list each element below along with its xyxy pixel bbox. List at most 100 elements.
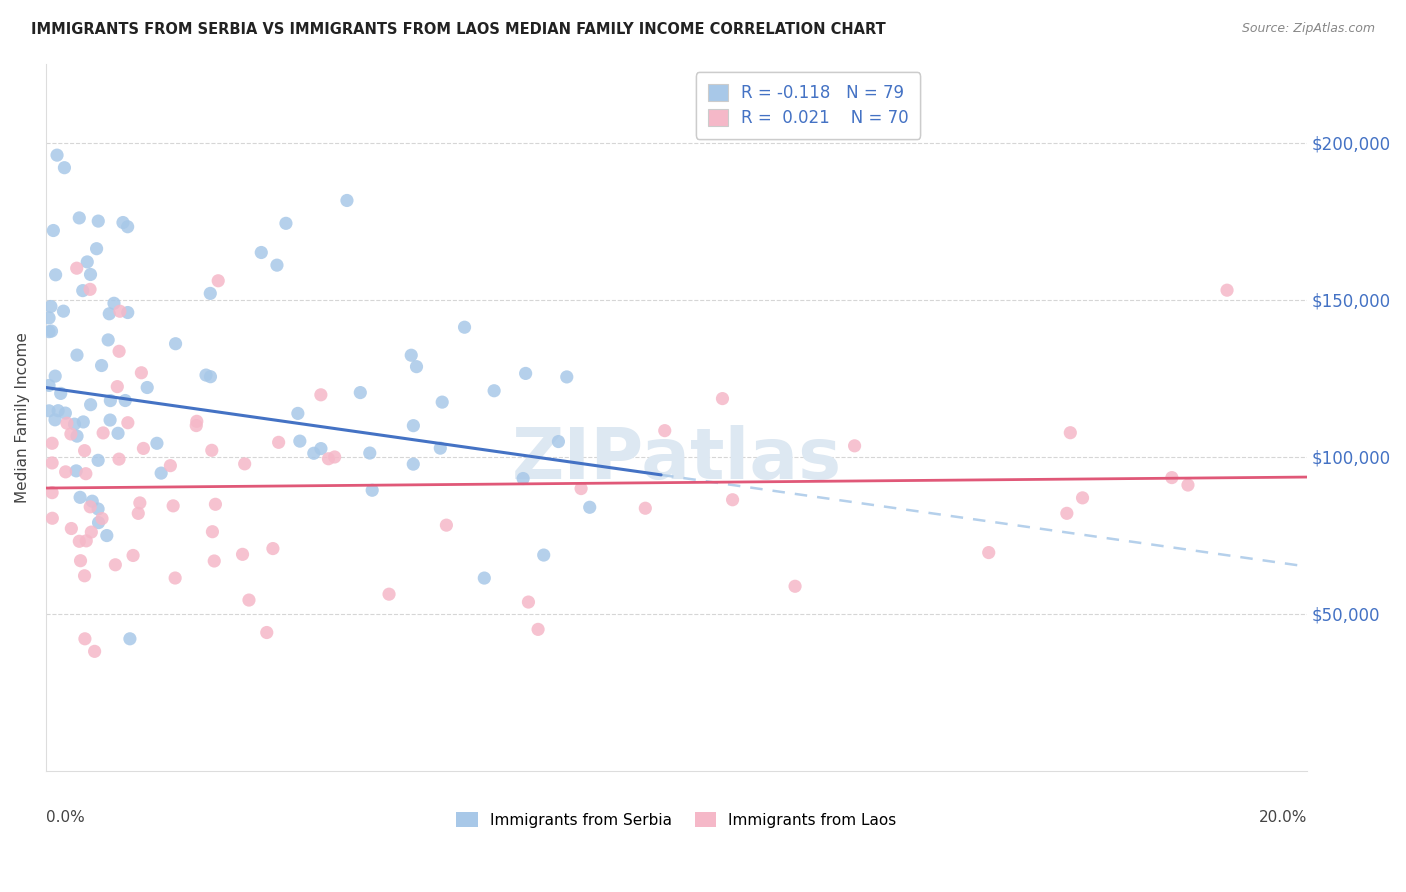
Point xyxy=(432,395,454,409)
Point xyxy=(69,491,91,505)
Point xyxy=(654,424,676,438)
Point xyxy=(38,378,60,392)
Point xyxy=(472,571,495,585)
Point xyxy=(87,502,110,516)
Point xyxy=(42,223,65,237)
Point xyxy=(127,507,149,521)
Point xyxy=(378,587,401,601)
Point xyxy=(233,457,256,471)
Point xyxy=(359,446,381,460)
Point xyxy=(46,148,69,162)
Point xyxy=(83,644,105,658)
Point xyxy=(399,348,422,362)
Point xyxy=(91,425,114,440)
Point xyxy=(79,398,101,412)
Point xyxy=(159,458,181,473)
Point xyxy=(402,418,425,433)
Point xyxy=(63,417,86,431)
Point xyxy=(98,393,121,408)
Point xyxy=(105,379,128,393)
Point xyxy=(200,286,222,301)
Point xyxy=(38,404,60,418)
Point xyxy=(75,467,97,481)
Point xyxy=(44,413,66,427)
Point xyxy=(453,320,475,334)
Point xyxy=(267,435,290,450)
Point xyxy=(517,595,540,609)
Point xyxy=(302,446,325,460)
Point xyxy=(274,216,297,230)
Point xyxy=(287,406,309,420)
Point xyxy=(114,393,136,408)
Point xyxy=(91,511,114,525)
Point xyxy=(201,443,224,458)
Point xyxy=(73,568,96,582)
Point xyxy=(165,571,187,585)
Point xyxy=(201,524,224,539)
Text: IMMIGRANTS FROM SERBIA VS IMMIGRANTS FROM LAOS MEDIAN FAMILY INCOME CORRELATION : IMMIGRANTS FROM SERBIA VS IMMIGRANTS FRO… xyxy=(31,22,886,37)
Point xyxy=(41,436,63,450)
Point xyxy=(45,268,67,282)
Point xyxy=(555,370,578,384)
Point xyxy=(107,426,129,441)
Point xyxy=(721,492,744,507)
Point xyxy=(1071,491,1094,505)
Point xyxy=(844,439,866,453)
Point xyxy=(207,274,229,288)
Point xyxy=(1160,470,1182,484)
Point xyxy=(349,385,371,400)
Point xyxy=(111,215,134,229)
Point xyxy=(117,416,139,430)
Point xyxy=(533,548,555,562)
Point xyxy=(41,324,63,338)
Point xyxy=(482,384,505,398)
Point xyxy=(103,296,125,310)
Text: 0.0%: 0.0% xyxy=(46,810,84,824)
Point xyxy=(318,451,340,466)
Point xyxy=(66,348,89,362)
Point xyxy=(204,497,226,511)
Point xyxy=(250,245,273,260)
Point xyxy=(402,457,425,471)
Point xyxy=(262,541,284,556)
Point xyxy=(131,366,153,380)
Point xyxy=(1059,425,1081,440)
Point xyxy=(527,623,550,637)
Point xyxy=(46,403,69,417)
Text: Source: ZipAtlas.com: Source: ZipAtlas.com xyxy=(1241,22,1375,36)
Point xyxy=(82,494,104,508)
Point xyxy=(67,534,90,549)
Text: ZIPatlas: ZIPatlas xyxy=(512,425,842,494)
Point xyxy=(238,593,260,607)
Point xyxy=(59,427,82,442)
Point xyxy=(41,485,63,500)
Point xyxy=(323,450,346,464)
Point xyxy=(49,386,72,401)
Point xyxy=(434,518,457,533)
Point xyxy=(256,625,278,640)
Point xyxy=(711,392,734,406)
Point xyxy=(512,471,534,485)
Point xyxy=(41,511,63,525)
Point xyxy=(202,554,225,568)
Point xyxy=(76,255,98,269)
Point xyxy=(72,284,94,298)
Point xyxy=(1056,506,1078,520)
Point xyxy=(1216,283,1239,297)
Point xyxy=(38,325,60,339)
Legend: R = -0.118   N = 79, R =  0.021    N = 70: R = -0.118 N = 79, R = 0.021 N = 70 xyxy=(696,72,921,139)
Point xyxy=(195,368,218,382)
Point xyxy=(186,418,208,433)
Point xyxy=(783,579,806,593)
Point xyxy=(73,443,96,458)
Point xyxy=(117,219,139,234)
Point xyxy=(79,282,101,296)
Point xyxy=(98,307,121,321)
Point xyxy=(165,336,187,351)
Point xyxy=(309,442,332,456)
Point xyxy=(87,516,110,530)
Point xyxy=(634,501,657,516)
Point xyxy=(578,500,600,515)
Point xyxy=(117,305,139,319)
Point xyxy=(80,525,103,540)
